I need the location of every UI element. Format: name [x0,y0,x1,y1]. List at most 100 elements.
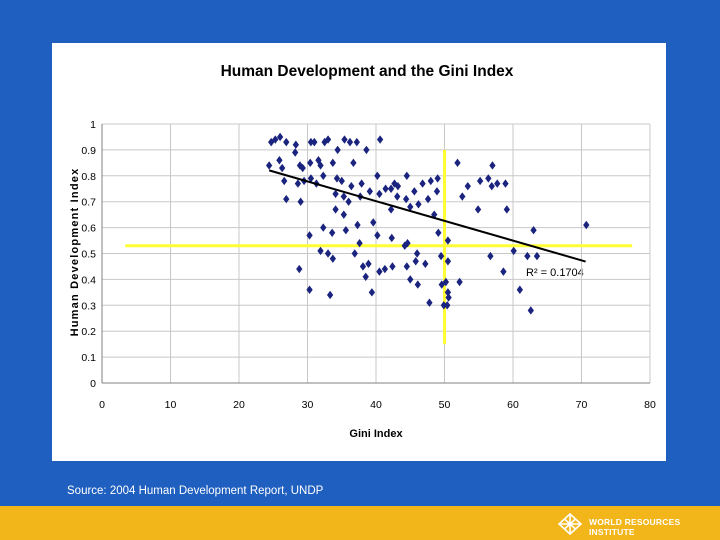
gini-hdi-scatter-chart: Human Development and the Gini Index Gin… [69,63,656,440]
data-point [321,137,328,147]
data-point [341,135,348,144]
data-point [334,145,341,155]
data-point [354,220,361,230]
data-point [382,184,389,193]
wri-globe-icon [557,512,583,536]
data-point [283,194,290,204]
data-point [317,246,324,256]
data-point [272,135,279,144]
data-point [345,197,352,206]
data-point [307,174,315,183]
data-point [407,275,414,284]
wri-org-name: WORLD RESOURCES INSTITUTE [589,517,681,537]
data-point [358,179,365,188]
data-point [370,218,377,227]
data-point [456,277,463,287]
data-point [435,228,442,237]
data-points [265,132,590,315]
data-point [332,205,339,214]
data-point [281,176,288,186]
data-point [353,137,360,147]
data-point [376,135,384,144]
data-point [297,197,304,206]
data-point [394,181,402,191]
data-point [474,205,482,214]
chart-panel: Human Development and the Gini Index Gin… [52,43,666,461]
data-point [524,251,531,261]
y-tick-label: 0.2 [81,326,96,338]
data-point [488,181,495,191]
data-point [324,135,332,144]
data-point [348,181,355,191]
data-point [487,251,494,261]
data-point [403,171,410,180]
data-point [350,158,357,168]
data-point [283,137,290,147]
data-point [389,262,396,271]
data-point [530,225,537,235]
data-point [442,277,450,287]
data-point [454,158,461,168]
x-tick-label: 20 [233,399,245,411]
data-point [346,137,354,147]
data-point [311,137,318,147]
data-point [320,223,327,232]
y-tick-label: 0.9 [81,145,96,157]
y-tick-label: 0.5 [81,249,96,261]
y-tick-label: 0.4 [81,274,96,286]
data-point [387,205,395,214]
x-tick-label: 40 [370,399,382,411]
data-point [407,202,414,212]
r-squared-label: R² = 0.1704 [526,267,584,279]
data-point [332,189,339,199]
data-point [317,161,324,170]
data-point [292,140,300,149]
x-tick-label: 60 [507,399,519,411]
data-point [413,249,421,258]
y-tick-label: 0.8 [81,171,96,183]
data-point [415,200,422,209]
data-point [329,158,336,168]
data-point [296,264,303,274]
x-tick-label: 80 [644,399,656,411]
data-point [516,285,523,294]
chart-title: Human Development and the Gini Index [221,63,514,80]
data-point [433,187,441,196]
y-tick-label: 0.7 [81,197,96,209]
y-tick-label: 0.1 [81,352,96,364]
data-point [412,257,419,266]
data-point [445,293,452,302]
data-point [494,179,501,188]
y-tick-label: 0 [90,378,96,390]
grid-lines [102,123,651,383]
data-point [338,176,345,186]
y-tick-label: 0.3 [81,300,96,312]
data-point [374,171,381,180]
data-point [329,228,336,237]
data-point [527,306,534,315]
data-point [359,262,367,271]
data-point [502,179,509,188]
data-point [299,163,306,173]
trendline [268,169,586,263]
x-tick-label: 50 [439,399,451,411]
data-point [333,174,341,183]
data-point [292,148,299,157]
data-point [391,179,398,188]
data-point [324,249,332,258]
data-point [340,210,347,219]
data-point [411,187,418,196]
data-point [376,189,383,199]
tick-labels: 0 10 20 30 40 50 60 70 80 0 0.1 0.2 0.3 0.4 0.5 0.6 0.7 0… [81,119,656,411]
data-point [376,267,383,276]
data-point [419,179,426,188]
data-point [464,181,471,191]
data-point [459,192,466,201]
data-point [307,158,314,168]
y-axis-label: Human Development Index [69,168,81,337]
data-point [365,259,372,269]
data-point [342,225,350,235]
data-point [340,192,347,201]
x-tick-label: 0 [99,399,105,411]
x-axis-label: Gini Index [349,428,403,440]
